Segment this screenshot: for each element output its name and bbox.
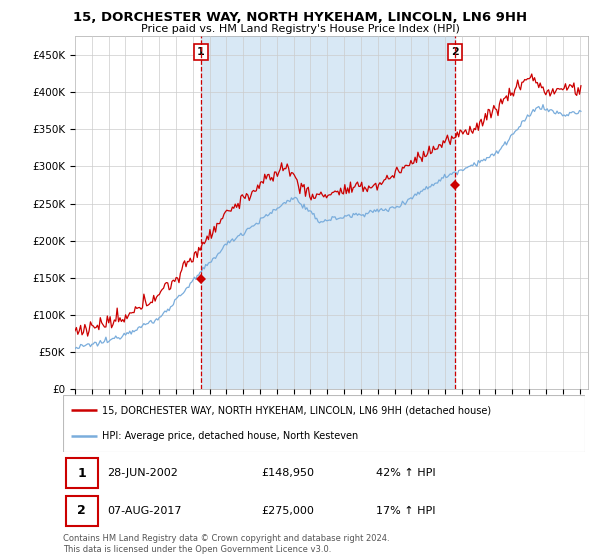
Text: HPI: Average price, detached house, North Kesteven: HPI: Average price, detached house, Nort… [102, 432, 358, 441]
Text: This data is licensed under the Open Government Licence v3.0.: This data is licensed under the Open Gov… [63, 545, 331, 554]
Bar [65, 458, 98, 488]
Bar [65, 496, 98, 526]
Text: 2: 2 [77, 504, 86, 517]
Text: £148,950: £148,950 [262, 468, 314, 478]
Text: 1: 1 [197, 47, 205, 57]
Text: Contains HM Land Registry data © Crown copyright and database right 2024.: Contains HM Land Registry data © Crown c… [63, 534, 389, 543]
Text: Price paid vs. HM Land Registry's House Price Index (HPI): Price paid vs. HM Land Registry's House … [140, 24, 460, 34]
Text: 17% ↑ HPI: 17% ↑ HPI [376, 506, 436, 516]
Text: 15, DORCHESTER WAY, NORTH HYKEHAM, LINCOLN, LN6 9HH: 15, DORCHESTER WAY, NORTH HYKEHAM, LINCO… [73, 11, 527, 24]
Text: £275,000: £275,000 [262, 506, 314, 516]
Bar [201, 36, 455, 389]
Text: 1: 1 [77, 466, 86, 479]
Text: 28-JUN-2002: 28-JUN-2002 [107, 468, 178, 478]
Text: 07-AUG-2017: 07-AUG-2017 [107, 506, 182, 516]
Text: 15, DORCHESTER WAY, NORTH HYKEHAM, LINCOLN, LN6 9HH (detached house): 15, DORCHESTER WAY, NORTH HYKEHAM, LINCO… [102, 405, 491, 415]
Text: 2: 2 [451, 47, 459, 57]
Text: 42% ↑ HPI: 42% ↑ HPI [376, 468, 436, 478]
